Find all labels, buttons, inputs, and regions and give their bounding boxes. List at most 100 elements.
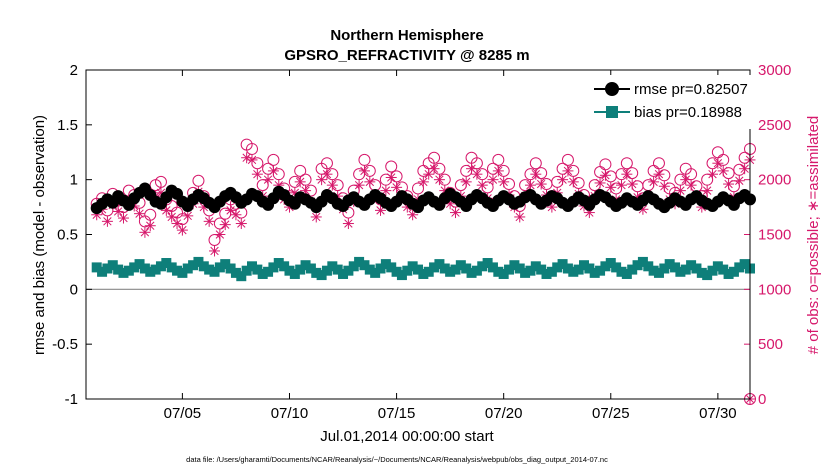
bias-point <box>348 261 359 272</box>
obs-assimilated-point <box>460 176 472 188</box>
legend-rmse-label: rmse pr=0.82507 <box>634 81 748 98</box>
obs-assimilated-point <box>326 179 338 191</box>
asterisk-stroke <box>162 206 171 215</box>
obs-assimilated-point <box>391 181 403 193</box>
bias-point <box>579 260 589 271</box>
obs-assimilated-point <box>471 168 483 180</box>
legend-bias-label: bias pr=0.18988 <box>634 104 742 121</box>
bias-point <box>728 266 739 277</box>
bias-point <box>332 264 343 275</box>
bias-point <box>498 268 509 279</box>
bias-point <box>696 267 707 278</box>
obs-assimilated-point <box>530 168 542 180</box>
obs-assimilated-point <box>599 169 611 181</box>
asterisk-stroke <box>713 159 723 168</box>
asterisk-stroke <box>322 169 332 179</box>
bias-point <box>145 266 156 277</box>
asterisk-stroke <box>183 211 192 221</box>
legend-rmse-marker <box>605 82 619 96</box>
bias-point <box>263 266 274 277</box>
y-tick-label-right: 3000 <box>758 62 791 79</box>
bias-point <box>91 262 102 273</box>
legend: rmse pr=0.82507 bias pr=0.18988 <box>588 75 754 129</box>
obs-assimilated-point <box>262 174 274 186</box>
asterisk-stroke <box>204 217 214 226</box>
bias-point <box>155 261 166 272</box>
obs-assimilated-point <box>648 176 660 188</box>
obs-possible-point <box>369 179 382 192</box>
asterisk-stroke <box>429 164 439 173</box>
asterisk-stroke <box>622 169 632 179</box>
bias-point <box>209 266 220 277</box>
bias-point <box>653 267 664 278</box>
bias-point <box>225 263 236 274</box>
obs-assimilated-point <box>353 179 365 191</box>
bias-point <box>241 265 252 276</box>
obs-assimilated-point <box>219 219 231 231</box>
obs-assimilated-point <box>567 176 579 188</box>
obs-assimilated-point <box>364 176 376 188</box>
bias-point <box>150 264 161 275</box>
obs-assimilated-point <box>449 207 461 219</box>
obs-assimilated-point <box>487 174 499 186</box>
asterisk-stroke <box>113 207 123 216</box>
bias-point <box>584 263 595 274</box>
asterisk-stroke <box>558 175 567 184</box>
obs-possible-point <box>176 213 189 226</box>
bias-point <box>536 264 547 275</box>
asterisk-stroke <box>167 212 176 222</box>
obs-assimilated-point <box>626 178 638 190</box>
obs-possible-point <box>647 164 660 177</box>
obs-possible-point <box>385 160 398 173</box>
bias-point <box>616 266 627 277</box>
bias-point <box>380 259 391 270</box>
x-tick-label: 07/20 <box>485 405 523 422</box>
bias-point <box>257 268 268 279</box>
bias-point <box>359 260 370 271</box>
obs-assimilated-point <box>182 210 194 222</box>
bias-point <box>134 259 145 270</box>
asterisk-stroke <box>708 169 717 179</box>
asterisk-stroke <box>654 169 664 179</box>
asterisk-stroke <box>140 228 150 237</box>
bias-point <box>343 265 354 276</box>
bias-point <box>300 260 311 271</box>
asterisk-stroke <box>135 209 144 218</box>
obs-assimilated-point <box>294 176 306 188</box>
bias-point <box>118 267 129 278</box>
bias-point <box>659 263 670 274</box>
bias-point <box>289 268 300 279</box>
bias-point <box>562 263 573 274</box>
asterisk-stroke <box>215 230 225 239</box>
obs-possible-point <box>251 157 264 170</box>
bias-point <box>97 266 108 277</box>
bias-point <box>466 267 477 278</box>
obs-assimilated-point <box>621 168 633 180</box>
asterisk-stroke <box>392 183 401 192</box>
y-axis-label-right: # of obs: o=possible; ∗=assimilated <box>805 116 822 355</box>
asterisk-stroke <box>686 180 696 190</box>
bias-point <box>182 263 193 274</box>
asterisk-stroke <box>247 155 257 165</box>
asterisk-stroke <box>295 177 305 187</box>
bias-point <box>712 261 723 272</box>
bias-point <box>675 266 686 277</box>
asterisk-stroke <box>740 164 749 173</box>
obs-possible-point <box>717 153 730 166</box>
asterisk-stroke <box>724 179 733 189</box>
obs-assimilated-point <box>428 163 440 175</box>
bias-point <box>739 259 750 270</box>
bias-point <box>327 261 338 272</box>
asterisk-stroke <box>617 180 626 190</box>
asterisk-stroke <box>478 180 487 190</box>
bias-point <box>220 259 231 270</box>
bias-point <box>718 264 729 275</box>
bias-point <box>568 266 579 277</box>
asterisk-stroke <box>569 177 578 187</box>
obs-possible-point <box>711 146 724 159</box>
obs-possible-point <box>192 174 205 187</box>
obs-assimilated-point <box>310 211 322 223</box>
asterisk-stroke <box>499 177 508 187</box>
bias-point <box>279 261 290 272</box>
